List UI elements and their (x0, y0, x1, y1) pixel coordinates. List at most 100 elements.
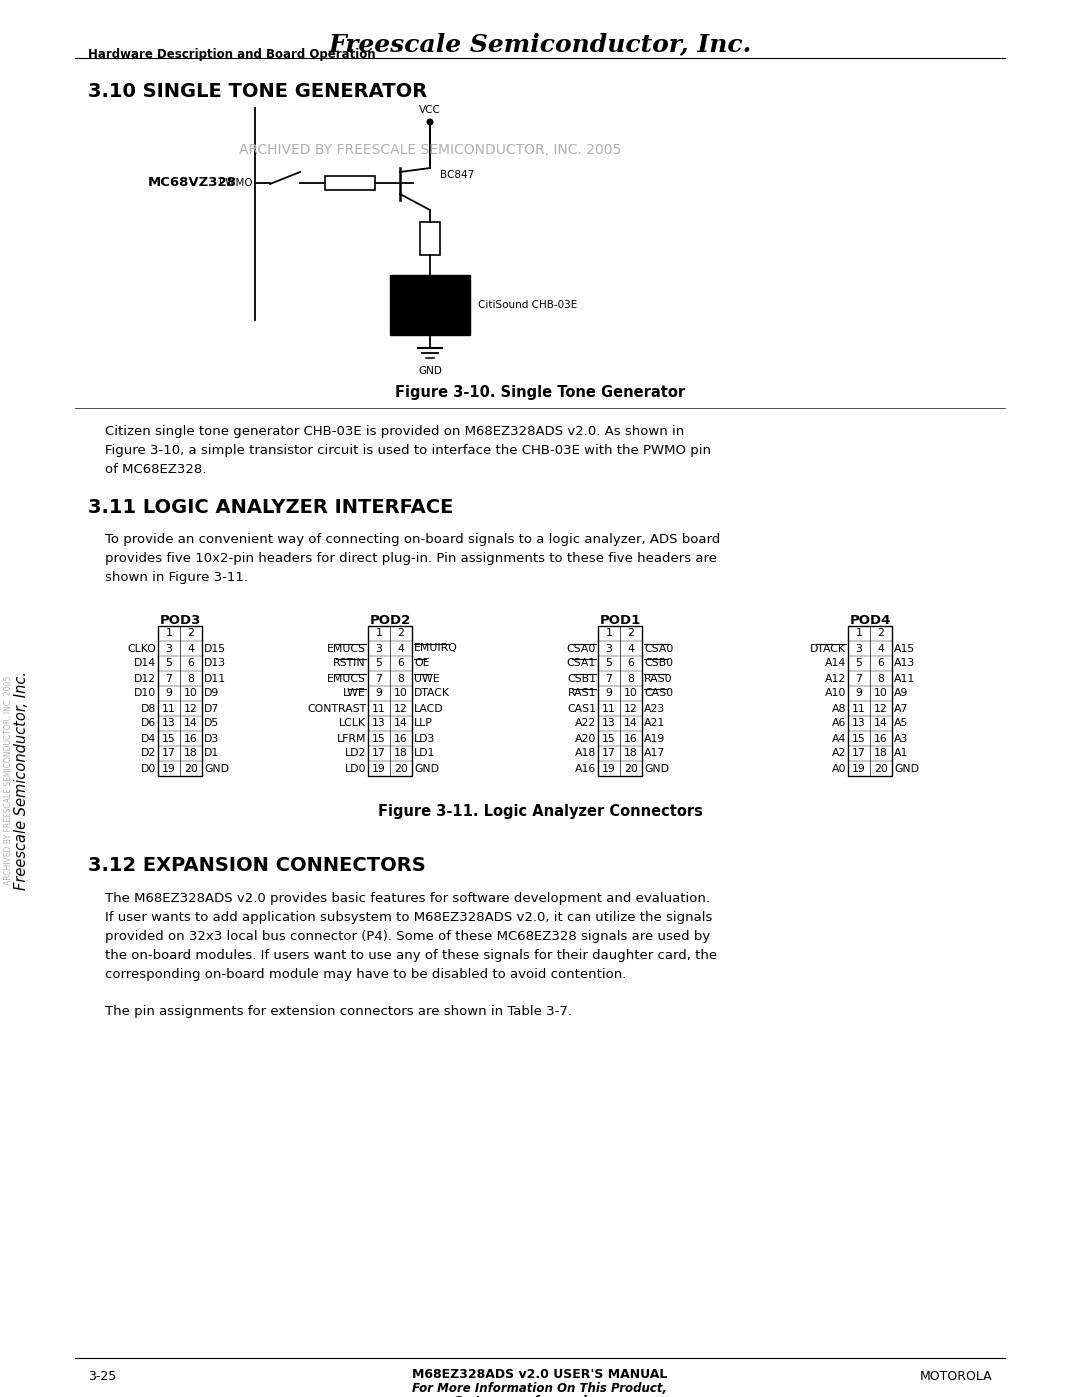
Text: 13: 13 (603, 718, 616, 728)
Text: 5: 5 (855, 658, 863, 669)
Text: 6: 6 (188, 658, 194, 669)
Text: D12: D12 (134, 673, 156, 683)
Text: 10: 10 (184, 689, 198, 698)
Text: 20: 20 (624, 764, 638, 774)
Text: 17: 17 (373, 749, 386, 759)
Text: A15: A15 (894, 644, 915, 654)
Bar (848, 626, 892, 775)
Text: 12: 12 (184, 704, 198, 714)
Text: 20: 20 (394, 764, 408, 774)
Text: 18: 18 (874, 749, 888, 759)
Text: 3.12 EXPANSION CONNECTORS: 3.12 EXPANSION CONNECTORS (87, 856, 426, 875)
Text: A1: A1 (894, 749, 908, 759)
Text: 18: 18 (394, 749, 408, 759)
Text: 19: 19 (162, 764, 176, 774)
Text: 6: 6 (878, 658, 885, 669)
Text: GND: GND (204, 764, 229, 774)
Text: 9: 9 (606, 689, 612, 698)
Text: GND: GND (414, 764, 438, 774)
Text: A9: A9 (894, 689, 908, 698)
Text: For More Information On This Product,: For More Information On This Product, (413, 1382, 667, 1396)
Text: 1: 1 (855, 629, 863, 638)
Text: A11: A11 (894, 673, 915, 683)
Text: 19: 19 (603, 764, 616, 774)
Bar (390, 275, 470, 335)
Text: Go to: www.freescale.com: Go to: www.freescale.com (454, 1396, 626, 1397)
Text: D13: D13 (204, 658, 226, 669)
Text: GND: GND (418, 366, 442, 376)
Text: ARCHIVED BY FREESCALE SEMICONDUCTOR, INC. 2005: ARCHIVED BY FREESCALE SEMICONDUCTOR, INC… (4, 675, 14, 884)
Text: CSA0: CSA0 (567, 644, 596, 654)
Text: A18: A18 (575, 749, 596, 759)
Text: RAS0: RAS0 (644, 673, 673, 683)
Text: A10: A10 (825, 689, 846, 698)
Text: 4: 4 (878, 644, 885, 654)
Text: RAS1: RAS1 (567, 689, 596, 698)
Text: 12: 12 (624, 704, 638, 714)
Text: 14: 14 (624, 718, 638, 728)
Bar (598, 626, 642, 775)
Text: Freescale Semiconductor, Inc.: Freescale Semiconductor, Inc. (14, 671, 29, 890)
Text: D10: D10 (134, 689, 156, 698)
Text: Hardware Description and Board Operation: Hardware Description and Board Operation (87, 47, 376, 61)
Text: 4: 4 (397, 644, 404, 654)
Text: 7: 7 (376, 673, 382, 683)
Text: EMUIRQ: EMUIRQ (414, 644, 458, 654)
Text: A20: A20 (575, 733, 596, 743)
Text: LD1: LD1 (414, 749, 435, 759)
Text: RSTIN: RSTIN (334, 658, 366, 669)
Text: D6: D6 (140, 718, 156, 728)
Text: 3: 3 (376, 644, 382, 654)
Text: A21: A21 (644, 718, 665, 728)
Text: CSA0: CSA0 (644, 644, 673, 654)
Text: 16: 16 (874, 733, 888, 743)
Text: LACD: LACD (414, 704, 444, 714)
Text: A19: A19 (644, 733, 665, 743)
Text: 9: 9 (165, 689, 173, 698)
Text: 7: 7 (606, 673, 612, 683)
Text: PWMO: PWMO (219, 177, 253, 189)
Text: 17: 17 (852, 749, 866, 759)
Text: 8: 8 (627, 673, 634, 683)
Text: corresponding on-board module may have to be disabled to avoid contention.: corresponding on-board module may have t… (105, 968, 626, 981)
Text: MOTOROLA: MOTOROLA (919, 1370, 993, 1383)
Text: 9: 9 (376, 689, 382, 698)
Text: 3: 3 (855, 644, 863, 654)
Text: D5: D5 (204, 718, 219, 728)
Text: 3.11 LOGIC ANALYZER INTERFACE: 3.11 LOGIC ANALYZER INTERFACE (87, 497, 454, 517)
Text: 20: 20 (874, 764, 888, 774)
Text: 18: 18 (624, 749, 638, 759)
Bar (325, 176, 375, 190)
Text: 16: 16 (184, 733, 198, 743)
Text: provides five 10x2-pin headers for direct plug-in. Pin assignments to these five: provides five 10x2-pin headers for direc… (105, 552, 717, 564)
Text: Figure 3-11. Logic Analyzer Connectors: Figure 3-11. Logic Analyzer Connectors (378, 805, 702, 819)
Text: 7: 7 (855, 673, 863, 683)
Text: A6: A6 (832, 718, 846, 728)
Text: 4: 4 (627, 644, 634, 654)
Text: CAS0: CAS0 (644, 689, 673, 698)
Text: POD1: POD1 (599, 615, 640, 627)
Text: D9: D9 (204, 689, 219, 698)
Text: CSB0: CSB0 (644, 658, 673, 669)
Text: 3: 3 (606, 644, 612, 654)
Text: 16: 16 (624, 733, 638, 743)
Text: D8: D8 (140, 704, 156, 714)
Text: 17: 17 (603, 749, 616, 759)
Text: of MC68EZ328.: of MC68EZ328. (105, 462, 206, 476)
Text: 8: 8 (878, 673, 885, 683)
Text: ARCHIVED BY FREESCALE SEMICONDUCTOR, INC. 2005: ARCHIVED BY FREESCALE SEMICONDUCTOR, INC… (239, 142, 621, 156)
Text: 4: 4 (188, 644, 194, 654)
Text: A22: A22 (575, 718, 596, 728)
Text: LLP: LLP (414, 718, 433, 728)
Text: CSB1: CSB1 (567, 673, 596, 683)
Text: 7: 7 (165, 673, 173, 683)
Text: A14: A14 (825, 658, 846, 669)
Text: 5: 5 (606, 658, 612, 669)
Text: A23: A23 (644, 704, 665, 714)
Text: POD3: POD3 (160, 615, 201, 627)
Text: 16: 16 (394, 733, 408, 743)
Text: LWE: LWE (343, 689, 366, 698)
Text: 20: 20 (184, 764, 198, 774)
Text: D11: D11 (204, 673, 226, 683)
Text: The pin assignments for extension connectors are shown in Table 3-7.: The pin assignments for extension connec… (105, 1004, 572, 1018)
